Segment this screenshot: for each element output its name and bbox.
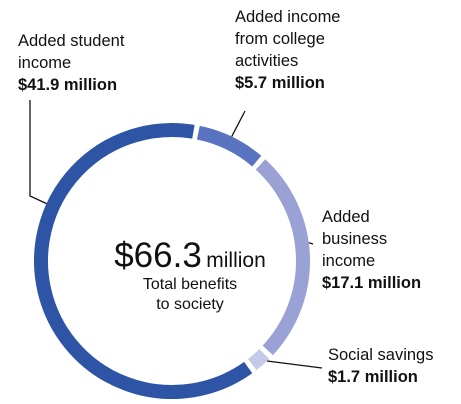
callout-label: Added income	[235, 8, 341, 26]
center-total-value: $66.3	[114, 236, 202, 275]
callout-label: Social savings	[328, 346, 434, 364]
callout-value: $41.9 million	[18, 76, 118, 94]
center-total: $66.3 million	[60, 236, 320, 283]
callout-value: $1.7 million	[328, 368, 418, 386]
leader-line-3	[266, 360, 323, 369]
callout-added-student-income: Added student income $41.9 million	[18, 30, 124, 96]
callout-label: business	[322, 230, 388, 248]
callout-label: income	[322, 252, 376, 270]
callout-added-income-college-activities: Added income from college activities $5.…	[235, 6, 341, 94]
callout-label: Added student	[18, 32, 125, 50]
callout-label: from college	[235, 30, 325, 48]
callout-value: $5.7 million	[235, 74, 325, 92]
callout-social-savings: Social savings $1.7 million	[328, 344, 433, 388]
callout-label: activities	[235, 52, 299, 70]
callout-value: $17.1 million	[322, 274, 422, 292]
leader-line-0	[29, 100, 47, 205]
callout-label: Added	[322, 208, 370, 226]
leader-line-1	[231, 110, 246, 137]
donut-slice-0	[34, 123, 253, 399]
center-total-unit: million	[206, 249, 266, 272]
donut-slice-2	[255, 159, 310, 356]
center-label: Total benefits to society	[80, 275, 300, 315]
leader-line-2	[308, 242, 314, 245]
center-label-line: Total benefits	[142, 276, 238, 293]
donut-slice-3	[247, 348, 270, 371]
donut-slice-1	[196, 125, 262, 167]
callout-label: income	[18, 54, 72, 72]
center-label-line: to society	[156, 296, 224, 313]
callout-added-business-income: Added business income $17.1 million	[322, 206, 421, 294]
